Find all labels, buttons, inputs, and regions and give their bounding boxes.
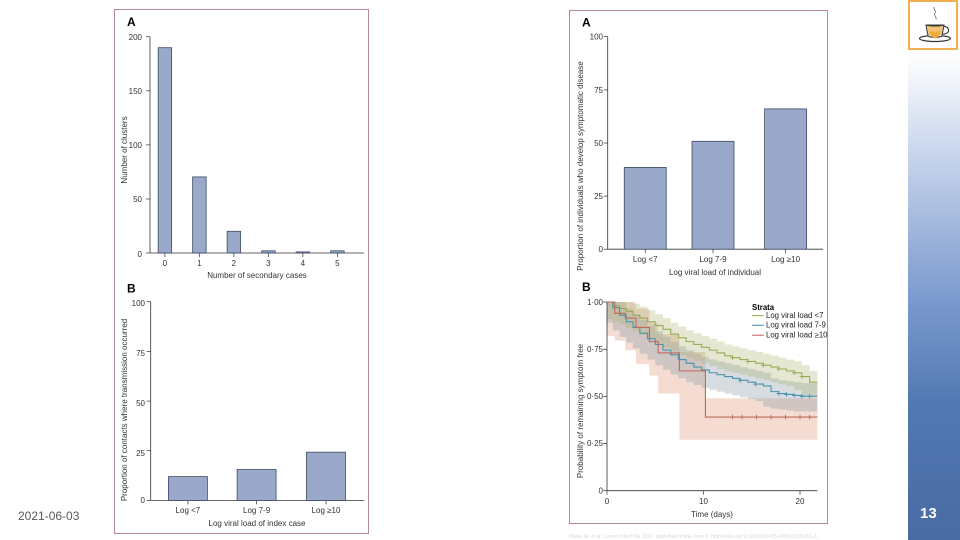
svg-text:B: B xyxy=(127,282,136,296)
svg-text:Log <7: Log <7 xyxy=(633,255,658,264)
svg-text:B: B xyxy=(582,280,591,294)
svg-text:Log 7-9: Log 7-9 xyxy=(699,255,727,264)
svg-text:Log viral load of individual: Log viral load of individual xyxy=(669,268,761,277)
svg-text:Log ≥10: Log ≥10 xyxy=(312,506,341,515)
svg-text:4: 4 xyxy=(301,259,306,268)
svg-text:Log viral load of index case: Log viral load of index case xyxy=(209,519,307,528)
svg-text:50: 50 xyxy=(594,139,603,148)
svg-text:2: 2 xyxy=(232,259,237,268)
svg-text:Log viral load <7: Log viral load <7 xyxy=(766,311,823,320)
svg-text:150: 150 xyxy=(129,87,143,96)
svg-text:Proportion of individuals who: Proportion of individuals who develop sy… xyxy=(576,61,585,271)
svg-text:Number of clusters: Number of clusters xyxy=(120,116,129,183)
svg-text:Log <7: Log <7 xyxy=(176,506,201,515)
svg-text:Log viral load 7-9: Log viral load 7-9 xyxy=(766,321,826,330)
svg-text:1: 1 xyxy=(197,259,202,268)
svg-text:0·75: 0·75 xyxy=(587,345,604,354)
svg-text:Log ≥10: Log ≥10 xyxy=(771,255,800,264)
svg-text:A: A xyxy=(582,16,591,30)
svg-text:3: 3 xyxy=(266,259,271,268)
svg-text:0·50: 0·50 xyxy=(587,392,604,401)
svg-text:Log viral load ≥10: Log viral load ≥10 xyxy=(766,331,828,340)
svg-text:25: 25 xyxy=(594,192,603,201)
svg-text:1·00: 1·00 xyxy=(587,298,604,307)
svg-text:A: A xyxy=(127,15,136,29)
svg-text:200: 200 xyxy=(129,33,143,42)
svg-text:100: 100 xyxy=(590,33,604,42)
svg-text:100: 100 xyxy=(132,299,146,308)
svg-text:25: 25 xyxy=(136,449,145,458)
svg-text:75: 75 xyxy=(594,86,603,95)
svg-text:5: 5 xyxy=(335,259,340,268)
svg-text:0: 0 xyxy=(141,496,146,505)
svg-text:50: 50 xyxy=(136,399,145,408)
svg-text:0: 0 xyxy=(138,250,143,259)
svg-text:Probability of remaining sympt: Probability of remaining symptom free xyxy=(576,343,585,478)
svg-text:0·25: 0·25 xyxy=(587,439,604,448)
svg-text:10: 10 xyxy=(699,497,708,506)
svg-text:Time (days): Time (days) xyxy=(691,510,733,519)
svg-text:Log 7-9: Log 7-9 xyxy=(243,506,271,515)
svg-text:0: 0 xyxy=(599,245,604,254)
svg-text:0: 0 xyxy=(605,497,610,506)
svg-text:50: 50 xyxy=(133,195,142,204)
svg-text:100: 100 xyxy=(129,141,143,150)
svg-text:Proportion of contacts where t: Proportion of contacts where transmissio… xyxy=(120,319,129,501)
svg-text:Number of secondary cases: Number of secondary cases xyxy=(207,271,307,280)
svg-text:0: 0 xyxy=(163,259,168,268)
svg-text:0: 0 xyxy=(599,487,604,496)
svg-text:75: 75 xyxy=(136,349,145,358)
svg-text:20: 20 xyxy=(796,497,805,506)
